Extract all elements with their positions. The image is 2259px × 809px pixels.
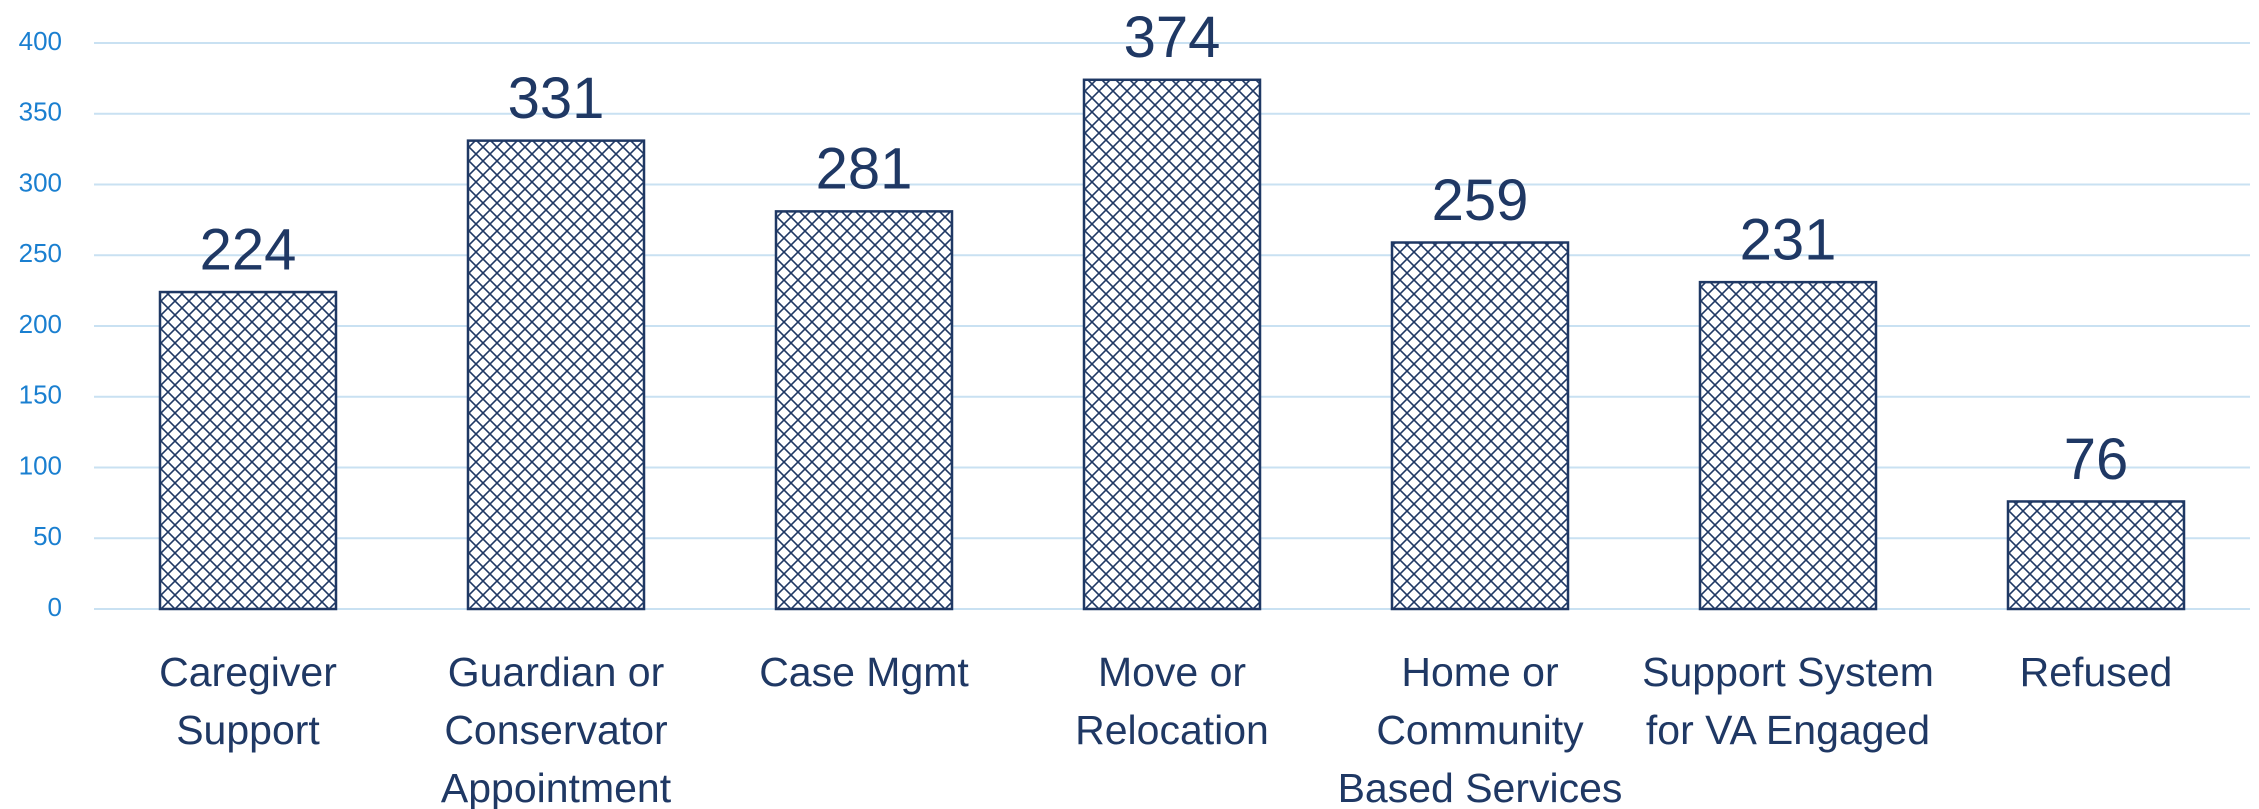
x-tick-label: Support System for VA Engaged: [1642, 649, 1934, 753]
bar: [466, 139, 646, 611]
x-tick-label: Guardian or Conservator Appointment: [440, 649, 672, 809]
bar: [158, 290, 338, 611]
value-label: 331: [508, 66, 605, 131]
y-tick-label: 300: [19, 167, 62, 197]
value-label: 224: [200, 217, 297, 282]
x-tick-label: Caregiver Support: [159, 649, 337, 753]
x-tick-label: Home or Community Based Services: [1337, 649, 1623, 809]
value-label: 374: [1124, 5, 1221, 70]
x-tick-label: Move or Relocation: [1075, 649, 1269, 753]
y-tick-label: 350: [19, 97, 62, 127]
y-tick-label: 150: [19, 380, 62, 410]
bar: [1698, 280, 1878, 611]
bar: [2006, 500, 2186, 611]
x-tick-label: Refused: [2019, 649, 2173, 695]
y-tick-label: 250: [19, 238, 62, 268]
bar: [774, 210, 954, 611]
x-tick-label: Case Mgmt: [759, 649, 969, 695]
y-tick-label: 200: [19, 309, 62, 339]
bar: [1082, 78, 1262, 611]
y-tick-label: 400: [19, 26, 62, 56]
bar: [1390, 241, 1570, 611]
value-label: 259: [1432, 168, 1529, 233]
value-label: 76: [2064, 427, 2129, 492]
y-tick-label: 50: [33, 521, 62, 551]
y-tick-label: 100: [19, 450, 62, 480]
y-tick-label: 0: [48, 592, 62, 622]
value-label: 231: [1740, 207, 1837, 272]
value-label: 281: [816, 137, 913, 202]
